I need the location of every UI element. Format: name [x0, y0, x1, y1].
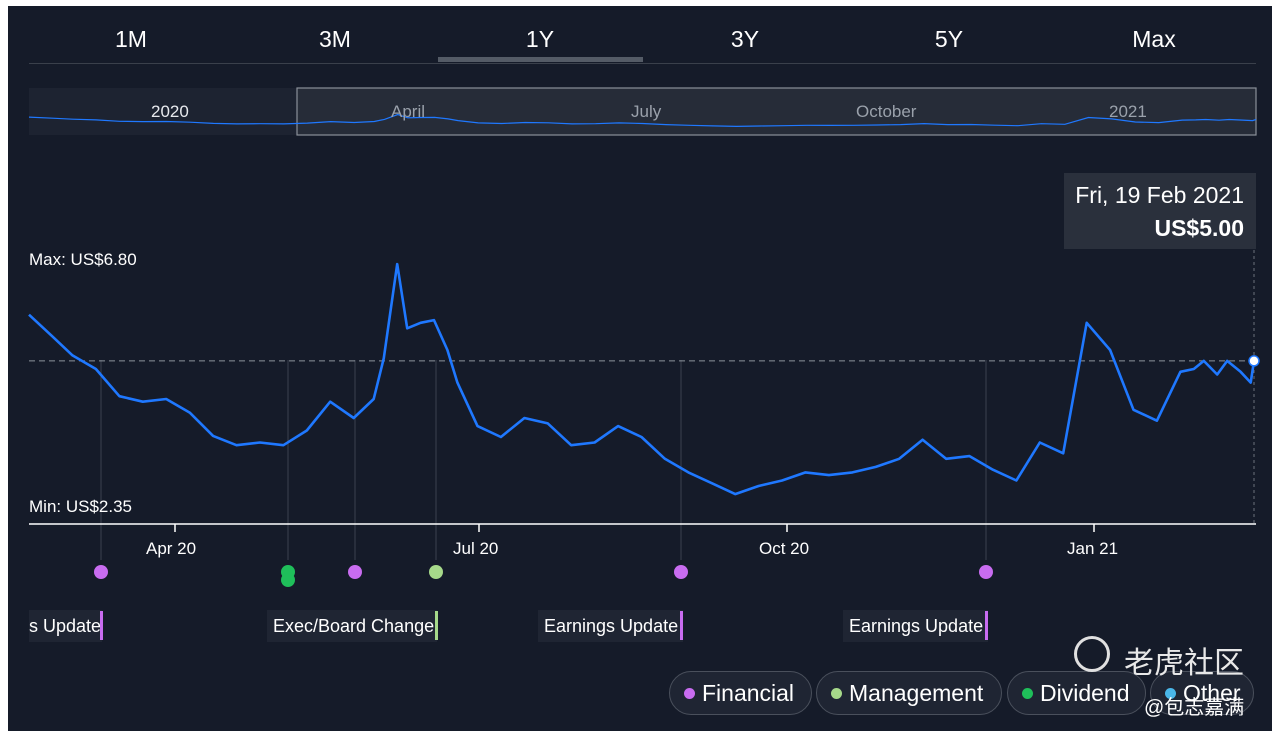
tab-5y[interactable]: 5Y — [934, 26, 964, 52]
navigator-label-2021: 2021 — [1109, 102, 1147, 121]
event-dot-financial — [674, 565, 688, 579]
watermark-handle: @包志嘉满 — [1144, 697, 1245, 719]
event-lines — [100, 360, 987, 560]
event-marker-management — [435, 611, 438, 640]
selected-tab-indicator — [438, 57, 643, 62]
event-label-text: Exec/Board Change — [273, 616, 435, 636]
min-label: Min: US$2.35 — [29, 497, 132, 516]
watermark-logo-icon — [1074, 636, 1110, 672]
event-marker-financial — [985, 611, 988, 640]
legend-label: Dividend — [1040, 680, 1130, 706]
tab-1y[interactable]: 1Y — [525, 26, 555, 52]
x-tick-label-jul: Jul 20 — [453, 539, 499, 558]
price-line — [28, 262, 1256, 496]
watermark-brand: 老虎社区 — [1124, 647, 1244, 680]
tab-max[interactable]: Max — [1132, 26, 1176, 52]
tab-1m[interactable]: 1M — [115, 26, 147, 52]
event-label-text: Earnings Update — [849, 616, 984, 636]
event-label-exec-board[interactable]: Exec/Board Change — [267, 610, 437, 642]
tab-3m[interactable]: 3M — [319, 26, 351, 52]
event-marker-financial — [100, 611, 103, 640]
event-dots — [94, 565, 993, 587]
event-dot-financial — [348, 565, 362, 579]
navigator-label-october: October — [856, 102, 917, 121]
event-label-text: s Update — [29, 616, 102, 636]
tooltip-date: Fri, 19 Feb 2021 — [1075, 182, 1244, 208]
legend-other[interactable]: Other — [1150, 671, 1254, 715]
x-tick-label-jan: Jan 21 — [1067, 539, 1119, 558]
legend-label: Financial — [702, 680, 795, 706]
x-tick-label-oct: Oct 20 — [759, 539, 810, 558]
event-label-earnings-1[interactable]: Earnings Update — [538, 610, 683, 642]
x-tick-label-apr: Apr 20 — [146, 539, 197, 558]
legend-management[interactable]: Management — [816, 671, 1002, 715]
event-dot-financial — [979, 565, 993, 579]
event-dot-management — [429, 565, 443, 579]
hover-point — [1248, 355, 1260, 367]
event-dot-financial — [94, 565, 108, 579]
legend-financial[interactable]: Financial — [669, 671, 812, 715]
event-dot-dividend — [281, 573, 295, 587]
legend-label: Management — [849, 680, 984, 706]
tab-divider — [29, 63, 1256, 64]
event-label-text: Earnings Update — [544, 616, 679, 636]
legend-dividend[interactable]: Dividend — [1007, 671, 1146, 715]
price-tooltip: Fri, 19 Feb 2021 US$5.00 — [1064, 173, 1256, 249]
navigator-label-2020: 2020 — [151, 102, 189, 121]
navigator-label-july: July — [631, 102, 662, 121]
event-marker-financial — [680, 611, 683, 640]
navigator-label-april: April — [391, 102, 426, 121]
event-label-earnings-2[interactable]: Earnings Update — [843, 610, 988, 642]
tab-3y[interactable]: 3Y — [730, 26, 760, 52]
navigator-line — [28, 113, 1257, 128]
legend-dot-other — [1165, 688, 1176, 699]
legend-dot-management — [831, 688, 842, 699]
tooltip-price: US$5.00 — [1154, 215, 1244, 241]
x-ticks — [174, 524, 1095, 532]
legend-label: Other — [1183, 680, 1241, 706]
legend-dot-dividend — [1022, 688, 1033, 699]
legend-dot-financial — [684, 688, 695, 699]
event-label-earnings-partial[interactable]: s Update — [29, 610, 102, 642]
navigator-window — [296, 87, 1257, 136]
max-label: Max: US$6.80 — [29, 250, 137, 269]
